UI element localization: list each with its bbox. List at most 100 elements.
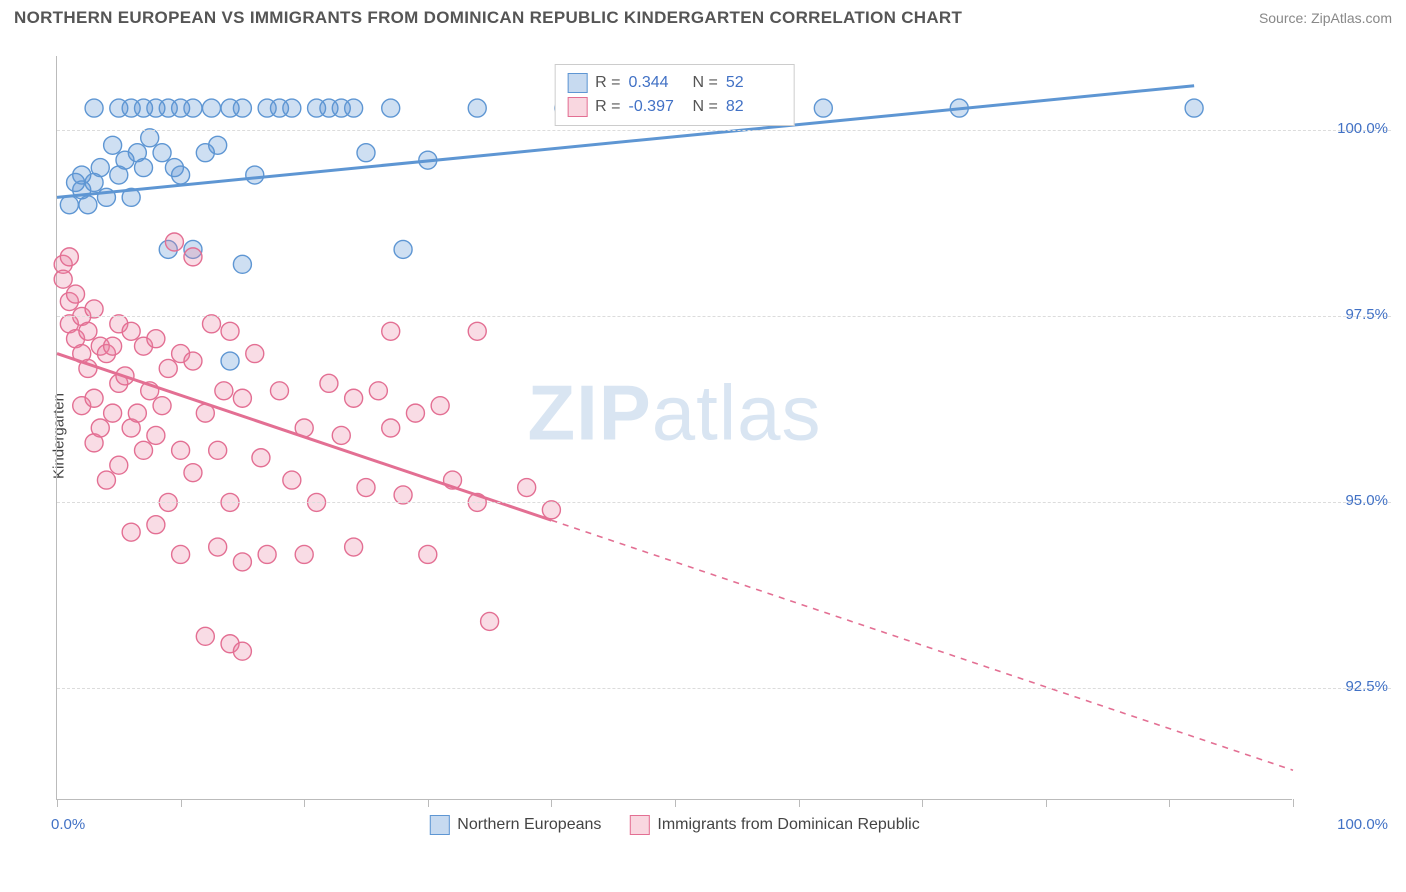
stat-r-value-2: -0.397 <box>629 95 685 119</box>
scatter-point <box>345 538 363 556</box>
scatter-point <box>258 545 276 563</box>
swatch-pink <box>567 97 587 117</box>
stat-n-value-2: 82 <box>726 95 782 119</box>
scatter-point <box>369 382 387 400</box>
scatter-point <box>283 471 301 489</box>
scatter-point <box>85 389 103 407</box>
scatter-point <box>209 441 227 459</box>
scatter-point <box>104 404 122 422</box>
gridline-h <box>57 688 1391 689</box>
x-tick <box>551 799 552 807</box>
scatter-point <box>184 248 202 266</box>
scatter-point <box>394 240 412 258</box>
scatter-point <box>135 159 153 177</box>
scatter-point <box>85 300 103 318</box>
y-tick-label: 100.0% <box>1298 120 1388 137</box>
scatter-point <box>54 270 72 288</box>
x-tick <box>675 799 676 807</box>
scatter-point <box>233 99 251 117</box>
scatter-point <box>233 553 251 571</box>
scatter-point <box>79 196 97 214</box>
x-tick <box>922 799 923 807</box>
scatter-point <box>270 382 288 400</box>
gridline-h <box>57 502 1391 503</box>
legend-item-2: Immigrants from Dominican Republic <box>629 815 919 835</box>
stat-n-value-1: 52 <box>726 71 782 95</box>
scatter-point <box>85 99 103 117</box>
plot-area: ZIPatlas R = 0.344 N = 52 R = -0.397 N =… <box>56 56 1292 800</box>
scatter-point <box>203 315 221 333</box>
scatter-point <box>431 397 449 415</box>
scatter-point <box>135 441 153 459</box>
scatter-point <box>104 136 122 154</box>
y-tick-label: 95.0% <box>1298 492 1388 509</box>
scatter-point <box>283 99 301 117</box>
scatter-point <box>518 479 536 497</box>
scatter-point <box>233 642 251 660</box>
correlation-stat-box: R = 0.344 N = 52 R = -0.397 N = 82 <box>554 64 795 126</box>
scatter-point <box>394 486 412 504</box>
scatter-point <box>153 144 171 162</box>
scatter-point <box>184 352 202 370</box>
scatter-point <box>1185 99 1203 117</box>
x-tick <box>428 799 429 807</box>
x-axis-min-label: 0.0% <box>51 816 85 833</box>
scatter-point <box>79 322 97 340</box>
scatter-point <box>814 99 832 117</box>
scatter-point <box>542 501 560 519</box>
scatter-point <box>165 233 183 251</box>
stat-n-label-1: N = <box>693 71 718 95</box>
scatter-point <box>67 285 85 303</box>
scatter-point <box>104 337 122 355</box>
scatter-point <box>147 330 165 348</box>
stat-n-label-2: N = <box>693 95 718 119</box>
chart-container: Kindergarten ZIPatlas R = 0.344 N = 52 R… <box>56 56 1390 816</box>
scatter-point <box>128 404 146 422</box>
x-tick <box>57 799 58 807</box>
scatter-point <box>382 322 400 340</box>
chart-title: NORTHERN EUROPEAN VS IMMIGRANTS FROM DOM… <box>14 8 962 28</box>
scatter-point <box>382 99 400 117</box>
scatter-point <box>147 516 165 534</box>
scatter-point <box>252 449 270 467</box>
legend: Northern Europeans Immigrants from Domin… <box>429 815 919 835</box>
scatter-point <box>172 166 190 184</box>
scatter-point <box>141 129 159 147</box>
scatter-point <box>345 99 363 117</box>
gridline-h <box>57 316 1391 317</box>
scatter-point <box>345 389 363 407</box>
scatter-point <box>91 159 109 177</box>
stat-r-label-2: R = <box>595 95 620 119</box>
scatter-point <box>97 471 115 489</box>
x-tick <box>304 799 305 807</box>
scatter-point <box>419 545 437 563</box>
stat-row-blue: R = 0.344 N = 52 <box>567 71 782 95</box>
trend-line-dashed <box>551 520 1293 770</box>
x-tick <box>181 799 182 807</box>
scatter-point <box>159 359 177 377</box>
scatter-point <box>215 382 233 400</box>
scatter-point <box>233 255 251 273</box>
y-tick-label: 97.5% <box>1298 306 1388 323</box>
stat-row-pink: R = -0.397 N = 82 <box>567 95 782 119</box>
scatter-point <box>196 627 214 645</box>
swatch-blue <box>567 73 587 93</box>
scatter-point <box>406 404 424 422</box>
scatter-point <box>147 426 165 444</box>
scatter-point <box>468 322 486 340</box>
scatter-point <box>184 464 202 482</box>
scatter-point <box>295 545 313 563</box>
y-tick-label: 92.5% <box>1298 678 1388 695</box>
scatter-point <box>233 389 251 407</box>
scatter-point <box>221 322 239 340</box>
scatter-point <box>209 136 227 154</box>
x-tick <box>1293 799 1294 807</box>
gridline-h <box>57 130 1391 131</box>
legend-item-1: Northern Europeans <box>429 815 601 835</box>
scatter-point <box>320 374 338 392</box>
x-axis-max-label: 100.0% <box>1337 816 1388 833</box>
scatter-point <box>60 248 78 266</box>
x-tick <box>1169 799 1170 807</box>
scatter-point <box>91 419 109 437</box>
x-tick <box>1046 799 1047 807</box>
